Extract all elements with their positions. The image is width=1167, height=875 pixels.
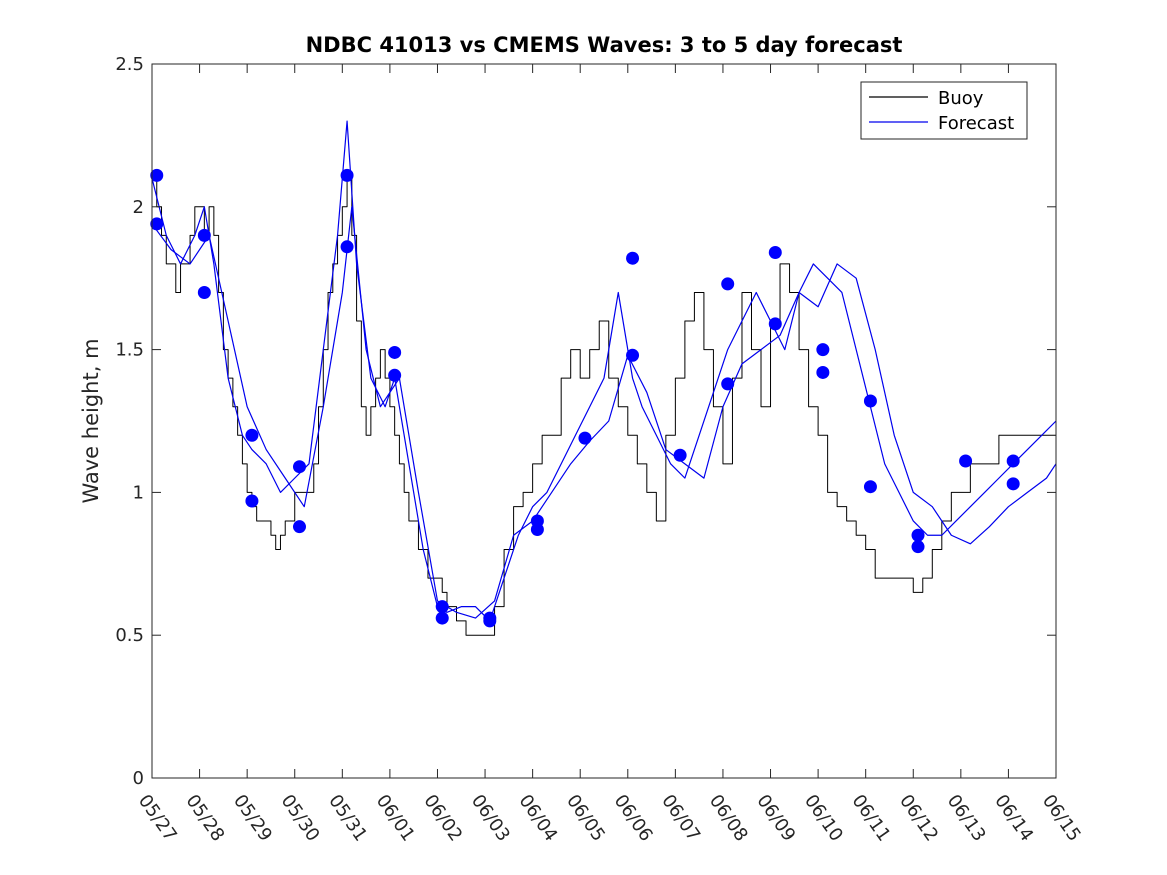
y-tick-label: 2.5 <box>115 54 144 75</box>
legend: Buoy Forecast <box>860 81 1028 140</box>
y-axis-label: Wave height, m <box>79 338 103 503</box>
forecast-marker <box>863 480 877 494</box>
forecast-marker <box>721 377 735 391</box>
forecast-marker <box>340 168 354 182</box>
forecast-marker <box>388 368 402 382</box>
y-tick-label: 2 <box>133 197 144 218</box>
forecast-marker <box>673 448 687 462</box>
forecast-marker <box>768 245 782 259</box>
series-forecast-line-1 <box>151 120 1057 622</box>
forecast-marker <box>292 520 306 534</box>
forecast-marker <box>768 317 782 331</box>
forecast-marker <box>292 460 306 474</box>
axes-box <box>151 63 1057 779</box>
y-axis: 0 0.5 1 1.5 2 2.5 <box>115 54 1056 789</box>
legend-box <box>860 81 1028 140</box>
legend-label-forecast: Forecast <box>938 113 1014 134</box>
forecast-marker <box>816 343 830 357</box>
forecast-marker <box>816 365 830 379</box>
forecast-marker <box>197 285 211 299</box>
y-tick-label: 0.5 <box>115 625 144 646</box>
y-tick-label: 0 <box>133 768 144 789</box>
forecast-marker <box>245 428 259 442</box>
forecast-marker <box>150 168 164 182</box>
series-forecast-line-2 <box>151 206 1057 619</box>
forecast-marker <box>721 277 735 291</box>
forecast-marker <box>388 345 402 359</box>
series-buoy-line <box>152 177 1056 636</box>
forecast-marker <box>197 228 211 242</box>
legend-label-buoy: Buoy <box>938 88 984 109</box>
plot-area <box>150 120 1057 636</box>
forecast-marker <box>1006 477 1020 491</box>
forecast-marker <box>959 454 973 468</box>
y-tick-label: 1 <box>133 482 144 503</box>
forecast-marker <box>435 611 449 625</box>
forecast-marker <box>578 431 592 445</box>
forecast-marker <box>435 600 449 614</box>
forecast-marker <box>1006 454 1020 468</box>
forecast-marker <box>245 494 259 508</box>
forecast-marker <box>150 217 164 231</box>
forecast-marker <box>340 240 354 254</box>
forecast-marker <box>911 540 925 554</box>
forecast-marker <box>911 528 925 542</box>
chart-title: NDBC 41013 vs CMEMS Waves: 3 to 5 day fo… <box>306 33 903 57</box>
y-tick-label: 1.5 <box>115 340 144 361</box>
forecast-marker <box>483 614 497 628</box>
forecast-marker <box>626 251 640 265</box>
forecast-marker <box>863 394 877 408</box>
forecast-marker <box>626 348 640 362</box>
forecast-marker <box>530 523 544 537</box>
